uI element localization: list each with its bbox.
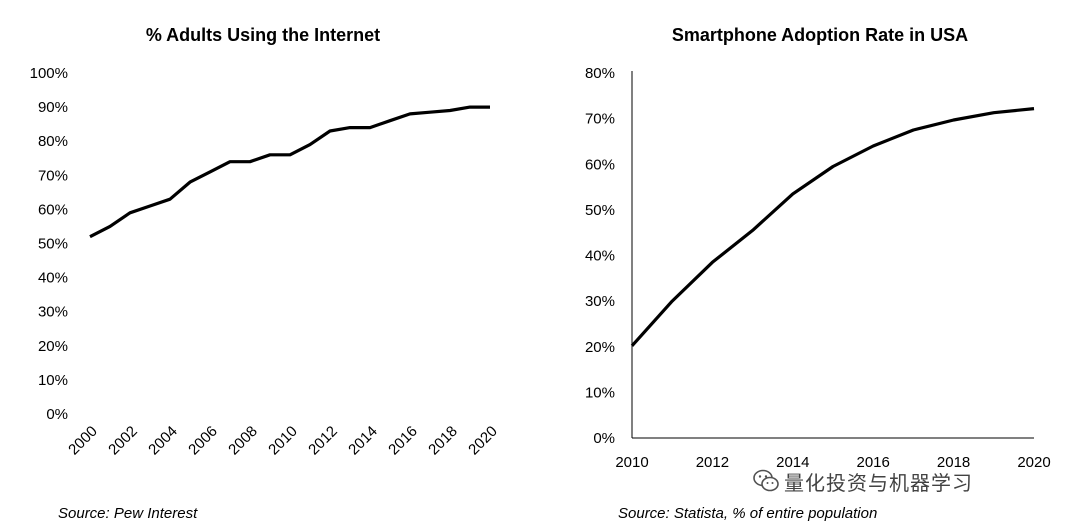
y-tick-label: 20% (585, 339, 615, 356)
wechat-icon (753, 469, 779, 492)
y-tick-label: 0% (593, 430, 615, 447)
x-tick-label: 2002 (105, 423, 141, 459)
y-tick-label: 60% (585, 156, 615, 173)
y-tick-label: 70% (38, 167, 68, 184)
y-tick-label: 40% (585, 248, 615, 265)
series-line (89, 105, 490, 239)
y-tick-label: 30% (585, 293, 615, 310)
y-tick-label: 10% (38, 372, 68, 389)
y-tick-label: 10% (585, 384, 615, 401)
x-tick-label: 2018 (937, 454, 970, 471)
chart-title: Smartphone Adoption Rate in USA (672, 25, 968, 45)
x-tick-label: 2016 (857, 454, 890, 471)
y-tick-label: 20% (38, 338, 68, 355)
x-tick-label: 2018 (425, 423, 461, 459)
chart-source: Source: Pew Interest (58, 505, 198, 522)
y-tick-label: 100% (30, 65, 68, 82)
x-tick-label: 2006 (185, 423, 221, 459)
watermark: 量化投资与机器学习 (752, 466, 1052, 496)
chart-source: Source: Statista, % of entire population (618, 505, 877, 522)
y-tick-label: 40% (38, 270, 68, 287)
x-tick-label: 2004 (145, 423, 181, 459)
x-tick-label: 2008 (225, 423, 261, 459)
x-tick-label: 2000 (65, 423, 101, 459)
y-tick-label: 50% (585, 202, 615, 219)
x-tick-label: 2012 (305, 423, 341, 459)
watermark-text: 量化投资与机器学习 (784, 470, 973, 495)
x-tick-label: 2016 (385, 423, 421, 459)
y-tick-label: 0% (46, 406, 68, 423)
x-tick-label: 2020 (1017, 454, 1050, 471)
chart-title: % Adults Using the Internet (146, 25, 380, 45)
y-tick-label: 50% (38, 236, 68, 253)
y-tick-label: 80% (585, 65, 615, 82)
x-tick-label: 2014 (345, 423, 381, 459)
x-tick-label: 2014 (776, 454, 809, 471)
y-tick-label: 60% (38, 201, 68, 218)
y-tick-label: 90% (38, 99, 68, 116)
x-tick-label: 2010 (615, 454, 648, 471)
x-tick-label: 2010 (265, 423, 301, 459)
series-line (630, 107, 1035, 347)
y-tick-label: 70% (585, 111, 615, 128)
y-tick-label: 30% (38, 304, 68, 321)
x-tick-label: 2020 (465, 423, 501, 459)
y-tick-label: 80% (38, 133, 68, 150)
x-tick-label: 2012 (696, 454, 729, 471)
